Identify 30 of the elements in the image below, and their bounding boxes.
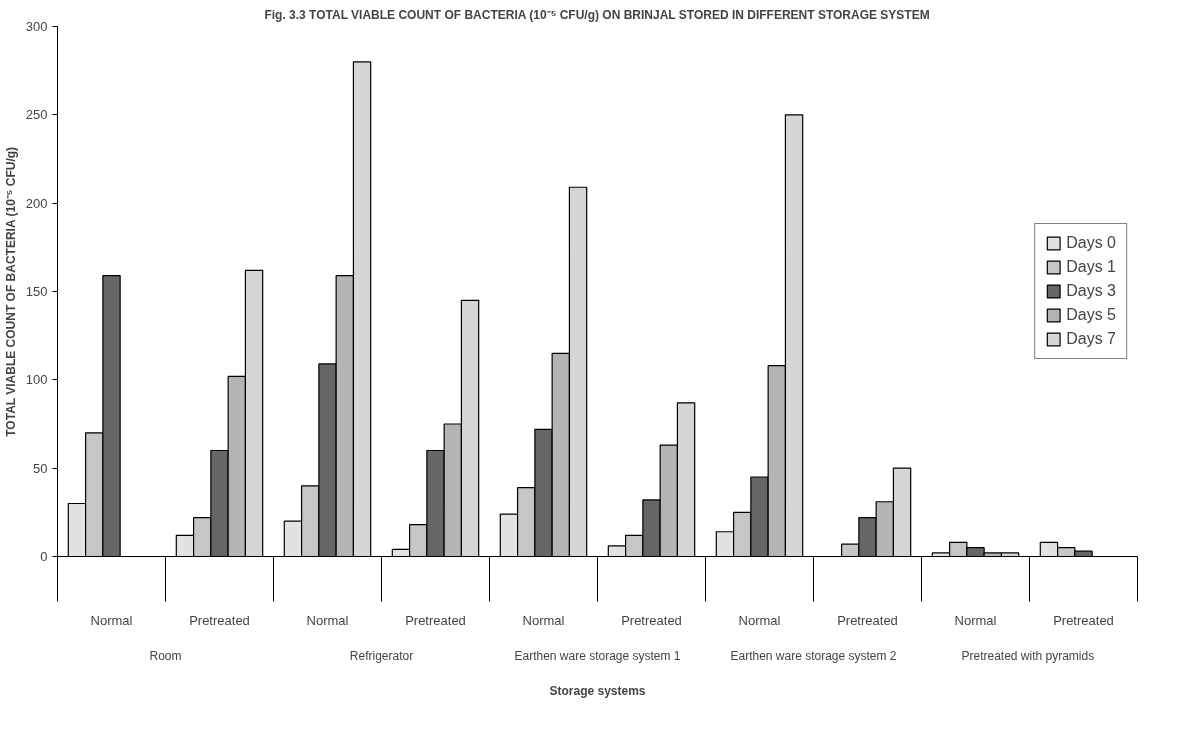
text: Earthen ware storage system 1 [514,648,681,663]
legend-label: Days 3 [1066,282,1116,300]
x-tick-label: Normal [738,612,781,628]
x-tick-label: Normal [522,612,565,628]
y-tick-label: 250 [25,107,48,123]
text: Room [149,648,182,663]
y-tick-label: 0 [40,549,48,564]
y-tick-label: 300 [25,19,48,34]
x-tick-label: Pretreated [189,612,250,628]
x-tick-label: Normal [90,612,133,628]
text: Refrigerator [349,648,414,663]
y-tick-label: 150 [25,284,48,299]
chart-title: Fig. 3.3 TOTAL VIABLE COUNT OF BACTERIA (10⁻⁵ CFU/g) ON BRINJAL STORED IN DIFFERENT STORAGE SYSTEM [264,7,930,22]
y-tick-label: 200 [25,195,48,211]
x-tick-label: Pretreated [837,612,898,628]
y-tick-label: 50 [33,460,48,476]
text: Pretreated with pyramids [961,648,1095,663]
y-tick-label: 100 [25,372,48,388]
text: Earthen ware storage system 2 [730,648,897,663]
y-axis-title: TOTAL VIABLE COUNT OF BACTERIA (10⁻⁵ CFU/g) [3,146,18,437]
x-tick-label: Pretreated [1053,612,1114,628]
x-tick-label: Pretreated [405,612,466,628]
x-tick-label: Normal [306,612,349,628]
legend-label: Days 5 [1066,306,1116,324]
x-axis-title: Storage systems [549,683,646,698]
legend-label: Days 1 [1066,258,1116,276]
legend-label: Days 0 [1066,234,1116,252]
x-tick-label: Normal [954,612,997,628]
legend-label: Days 7 [1066,330,1116,348]
x-tick-label: Pretreated [621,612,682,628]
